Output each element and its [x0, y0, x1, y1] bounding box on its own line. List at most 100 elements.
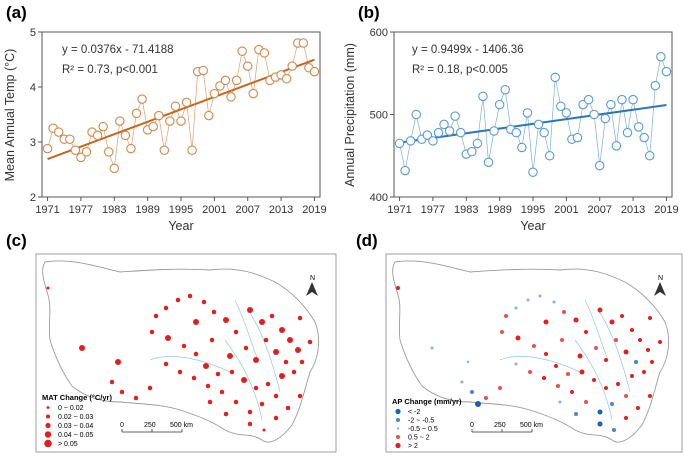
panel-b-data-point: [450, 111, 460, 121]
panel-b-data-point: [583, 94, 594, 105]
panel-a-data-point: [53, 127, 64, 137]
scale-label-0-d: 0: [470, 422, 474, 429]
scale-label-500-d: 500 km: [520, 422, 543, 429]
station-dots-d: [396, 286, 662, 432]
panel-b-data-point: [483, 157, 494, 168]
panel-b-xtick-label: 1977: [421, 204, 445, 216]
station-dot: [514, 362, 518, 366]
panel-b-data-point: [528, 167, 538, 178]
panel-b-data-point: [628, 94, 638, 105]
panel-b-data-point: [433, 127, 444, 138]
panel-b-ytick-label: 500: [370, 110, 388, 122]
panel-b-data-point: [511, 127, 522, 138]
station-dot: [297, 393, 303, 399]
station-dot: [514, 306, 518, 310]
panel-a-data-point: [231, 75, 242, 86]
legend-swatch-d: [395, 442, 401, 449]
station-dot: [279, 373, 285, 379]
station-dot: [253, 357, 259, 363]
legend-swatch-c: [45, 422, 51, 429]
panel-a-data-point: [131, 108, 142, 119]
north-label-d: N: [658, 275, 663, 282]
legend-swatch-d: [396, 418, 400, 422]
station-dot: [623, 349, 629, 355]
panel-d-label: (d): [356, 231, 378, 250]
panel-a-data-point: [92, 130, 103, 141]
station-dot: [153, 313, 159, 319]
panel-a-data-point: [220, 75, 231, 86]
station-dot: [241, 377, 247, 383]
legend-item-d: 0.5 ~ 2: [408, 435, 430, 442]
legend-item-d: < -2: [408, 409, 420, 416]
station-dot: [207, 399, 213, 405]
panel-b-data-point: [411, 109, 421, 120]
panel-b-xtick-label: 2013: [621, 204, 645, 216]
station-dot: [658, 340, 662, 344]
legend-item-c: 0.03 ~ 0.04: [58, 423, 93, 430]
station-dot: [584, 330, 588, 334]
station-dot: [552, 300, 556, 304]
panel-a-data-point: [309, 66, 320, 77]
station-dot: [484, 396, 488, 400]
station-dot: [209, 337, 215, 343]
station-dot: [223, 317, 229, 323]
panel-b-data-point: [478, 91, 488, 102]
station-dot: [466, 360, 470, 364]
station-dot: [460, 380, 464, 384]
panel-b-data-point: [556, 101, 566, 112]
panel-a-data-point: [198, 65, 208, 76]
north-arrow-c: N: [306, 275, 318, 296]
station-dot: [191, 375, 197, 381]
station-dot: [556, 384, 560, 388]
panel-a-xlabel: Year: [168, 219, 193, 233]
station-dot: [273, 393, 279, 399]
panel-b-r2: R² = 0.18, p<0.005: [412, 64, 508, 76]
panel-a-r2: R² = 0.73, p<0.001: [62, 64, 158, 76]
panel-a-equation: y = 0.0376x - 71.4188: [62, 44, 174, 56]
panel-b-xtick-label: 2007: [587, 204, 611, 216]
panel-a-data-point: [187, 145, 197, 156]
station-dot: [165, 335, 171, 341]
panel-a-xtick-label: 2013: [269, 204, 293, 216]
panel-b-data-point: [467, 146, 477, 157]
station-dot: [574, 412, 578, 416]
station-dot: [46, 286, 50, 290]
station-dot: [205, 383, 211, 389]
panel-a-xtick-label: 1983: [102, 204, 126, 216]
station-dot: [560, 338, 564, 342]
station-dot: [634, 360, 638, 364]
panel-b-trend-line: [399, 104, 667, 144]
station-dot: [528, 370, 532, 374]
panel-a-data-point: [137, 94, 147, 104]
station-dot: [577, 353, 583, 359]
panel-a-data-point: [65, 134, 75, 145]
panel-d-legend-title: AP Change (mm/yr): [392, 397, 462, 406]
station-dot: [299, 359, 305, 365]
station-dot: [396, 286, 400, 290]
station-dot: [594, 346, 598, 350]
station-dot: [566, 372, 570, 376]
station-dot: [79, 345, 85, 351]
panel-a-data-point: [120, 130, 131, 141]
panel-b-xlabel: Year: [520, 219, 545, 233]
panel-b-ytick-label: 600: [370, 27, 388, 39]
panel-a-data-point: [215, 81, 225, 91]
panel-a-data-point: [103, 147, 114, 157]
panel-a-data-point: [248, 88, 259, 99]
station-dot: [227, 353, 233, 359]
panel-a-data-point: [170, 101, 181, 112]
panel-b-data-point: [661, 66, 672, 77]
panel-a-xtick-label: 1971: [35, 204, 59, 216]
station-dot: [133, 395, 139, 401]
panel-d-map-frame: [385, 253, 683, 453]
panel-a-data-point: [148, 121, 158, 132]
panel-b-xtick-label: 2019: [654, 204, 678, 216]
legend-swatch-c: [46, 414, 50, 419]
panel-b-xtick-label: 1989: [487, 204, 511, 216]
station-dot: [584, 400, 588, 404]
station-dot: [597, 421, 603, 427]
station-dot: [614, 338, 618, 342]
panel-a-data-point: [109, 163, 120, 174]
station-dot: [646, 348, 650, 352]
